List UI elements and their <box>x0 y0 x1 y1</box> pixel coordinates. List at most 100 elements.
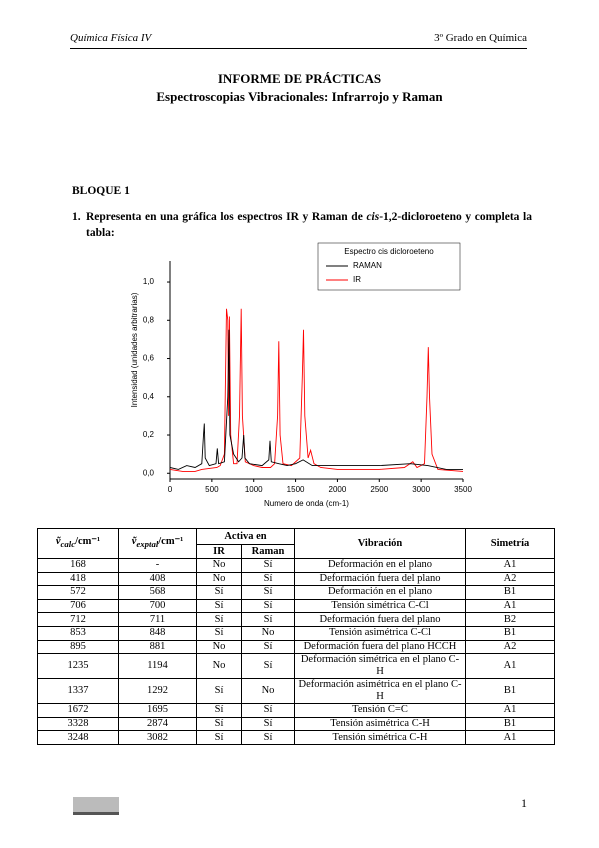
header-left: Química Física IV <box>70 32 152 44</box>
table-cell: Sí <box>241 639 295 655</box>
table-cell: 1292 <box>118 678 197 705</box>
table-cell: No <box>196 558 242 573</box>
series-line <box>169 308 464 472</box>
table-cell: Deformación en el plano <box>294 558 466 573</box>
table-cell: 1235 <box>37 653 119 680</box>
table-row: 1337 1292 Sí No Deformación asimétrica en el… <box>37 678 555 705</box>
question-number: 1. <box>72 211 81 223</box>
table-cell: Sí <box>196 703 242 718</box>
y-tick-label: 0,2 <box>143 430 155 439</box>
table-cell: Deformación simétrica en el plano C-H <box>294 653 466 680</box>
unit: /cm⁻¹ <box>75 536 101 548</box>
table-cell: 3082 <box>118 730 197 745</box>
table-row: 572 568 Sí Sí Deformación en el plano B1 <box>37 585 555 600</box>
table-row: 418 408 No Sí Deformación fuera del plano A2 <box>37 571 555 587</box>
table-cell: 418 <box>37 571 119 587</box>
table-row: 712 711 Sí Sí Deformación fuera del plano B2 <box>37 612 555 627</box>
table-cell: 1672 <box>37 703 119 718</box>
table-cell: No <box>241 625 295 641</box>
header-cell: Raman <box>241 544 295 559</box>
table-cell: Deformación en el plano <box>294 585 466 600</box>
table-cell: Sí <box>196 625 242 641</box>
table-cell: 1194 <box>118 653 197 680</box>
header-cell: ṽcalc/cm⁻¹ <box>37 528 119 559</box>
y-tick-label: 0,0 <box>143 468 155 477</box>
table-cell: No <box>196 571 242 587</box>
table-cell: A2 <box>465 639 555 655</box>
table-cell: Sí <box>196 612 242 627</box>
table-cell: B1 <box>465 585 555 600</box>
x-tick-label: 500 <box>205 485 219 494</box>
y-tick-label: 0,4 <box>143 392 155 401</box>
header-rule <box>70 48 527 49</box>
table-cell: Sí <box>241 703 295 718</box>
table-cell: Sí <box>196 716 242 732</box>
header-cell: Activa en <box>196 528 295 545</box>
table-cell: Sí <box>241 612 295 627</box>
y-tick-label: 1,0 <box>143 277 155 286</box>
series-line <box>169 329 463 470</box>
table-cell: 700 <box>118 598 197 614</box>
table-cell: 895 <box>37 639 119 655</box>
table-cell: Sí <box>241 598 295 614</box>
table-cell: Sí <box>241 585 295 600</box>
y-tick-label: 0,8 <box>143 315 155 324</box>
x-axis-title: Numero de onda (cm-1) <box>264 499 349 508</box>
table-cell: 568 <box>118 585 197 600</box>
table-cell: A1 <box>465 558 555 573</box>
subtitle: Espectroscopias Vibracionales: Infrarroj… <box>156 89 443 104</box>
legend-label: IR <box>353 275 361 284</box>
header-right: 3º Grado en Química <box>434 32 527 44</box>
table-cell: Sí <box>241 558 295 573</box>
table-cell: 3248 <box>37 730 119 745</box>
x-tick-label: 1500 <box>287 485 305 494</box>
x-tick-label: 3000 <box>412 485 430 494</box>
table-cell: 408 <box>118 571 197 587</box>
question: 1. Representa en una gráfica los espectr… <box>72 209 532 241</box>
table-cell: Sí <box>196 730 242 745</box>
subscript: calc <box>60 539 76 550</box>
table-cell: Tensión asimétrica C-H <box>294 716 466 732</box>
table-cell: Tensión C=C <box>294 703 466 718</box>
x-tick-label: 2000 <box>329 485 347 494</box>
table-cell: 168 <box>37 558 119 573</box>
header-cell: Vibración <box>294 528 466 559</box>
table-cell: 706 <box>37 598 119 614</box>
header-cell: Simetría <box>465 528 555 559</box>
unit: /cm⁻¹ <box>158 536 184 548</box>
table-cell: B1 <box>465 625 555 641</box>
header-cell: IR <box>196 544 242 559</box>
table-cell: 712 <box>37 612 119 627</box>
table: ṽcalc/cm⁻¹ ṽexptal/cm⁻¹ Activa en Vibrac… <box>37 528 555 745</box>
table-cell: No <box>196 639 242 655</box>
table-cell: B2 <box>465 612 555 627</box>
table-cell: 881 <box>118 639 197 655</box>
header-cell: ṽexptal/cm⁻¹ <box>118 528 197 559</box>
table-row: 853 848 Sí No Tensión asimétrica C-Cl B1 <box>37 625 555 641</box>
table-cell: 853 <box>37 625 119 641</box>
table-cell: 848 <box>118 625 197 641</box>
chart: 0,0 0,2 0,4 0,6 0,8 1,0 0 500 1000 1500 2000 2500 30… <box>130 242 472 508</box>
x-tick-label: 2500 <box>370 485 388 494</box>
x-tick-label: 1000 <box>245 485 263 494</box>
table-cell: 711 <box>118 612 197 627</box>
table-cell: Sí <box>196 598 242 614</box>
question-text: -1,2-dicloroeteno y completa la tabla: <box>86 211 532 239</box>
table-cell: Tensión simétrica C-Cl <box>294 598 466 614</box>
table-cell: 572 <box>37 585 119 600</box>
table-cell: Tensión simétrica C-H <box>294 730 466 745</box>
table-cell: Deformación fuera del plano <box>294 571 466 587</box>
table-cell: Sí <box>196 585 242 600</box>
table-cell: A1 <box>465 653 555 680</box>
table-body: 168- No Sí Deformación en el plano A1 418 408 N… <box>37 558 555 745</box>
table-cell: Sí <box>241 653 295 680</box>
table-row: 895 881 No Sí Deformación fuera del plano HC… <box>37 639 555 655</box>
table-cell: A1 <box>465 598 555 614</box>
symbol: ṽ <box>131 536 137 548</box>
table-cell: No <box>241 678 295 705</box>
table-cell: 3328 <box>37 716 119 732</box>
table-cell: No <box>196 653 242 680</box>
table-cell: A1 <box>465 703 555 718</box>
table-row: 168- No Sí Deformación en el plano A1 <box>37 558 555 573</box>
